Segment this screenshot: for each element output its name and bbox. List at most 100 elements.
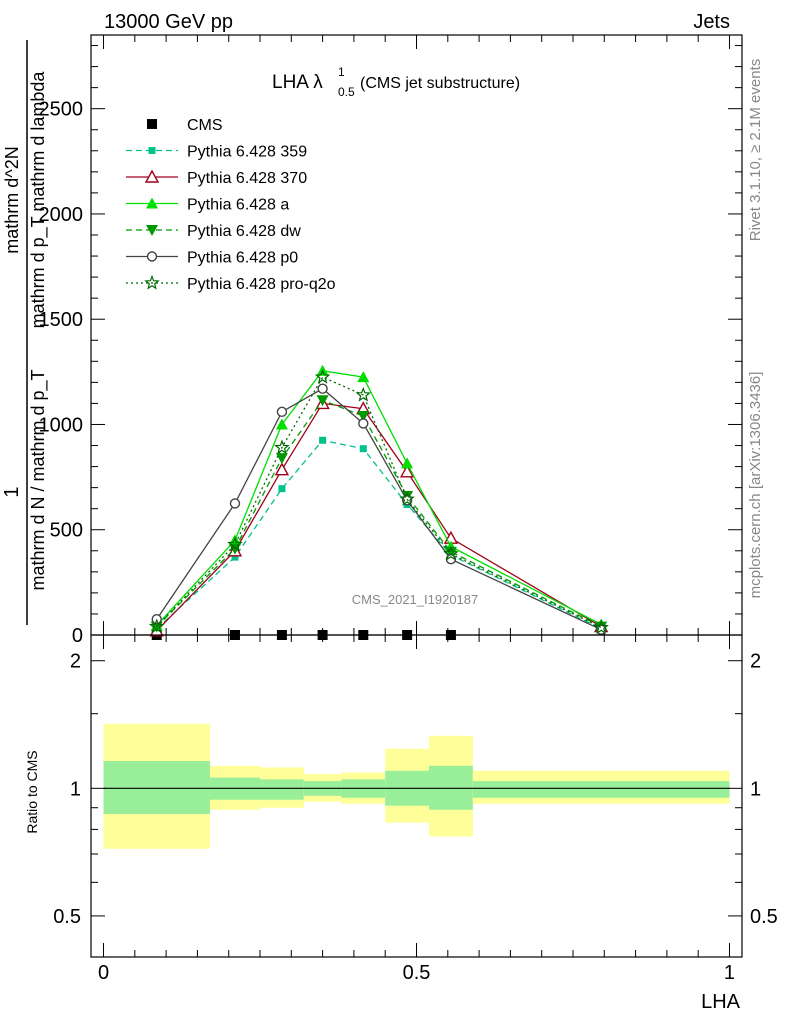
ylabel-frac-numerator: mathrm d^2N (2, 146, 22, 253)
point-p370-5-shape (399, 464, 415, 478)
point-pp0-5 (401, 495, 413, 506)
ratio-ytick-label-left-1: 1 (70, 778, 81, 800)
point-pdw-2-shape (275, 453, 288, 465)
legend: CMS Pythia 6.428 359 Pythia 6.428 370 Pythi… (126, 117, 336, 293)
ratio-band-inner-7 (472, 781, 730, 798)
point-pq2o-6 (443, 545, 459, 561)
point-p359-3-shape (319, 436, 327, 444)
analysis-watermark: CMS_2021_I1920187 (352, 592, 479, 607)
ylabel-prefactor: 1 (1, 486, 23, 497)
main-ytick-label-5: 2500 (39, 99, 84, 121)
series-line-pq2o (156, 376, 602, 629)
point-pq2o-1-shape (227, 536, 243, 552)
point-p359-3 (319, 436, 327, 444)
series-pp0 (151, 383, 607, 635)
title-description: (CMS jet substructure) (360, 75, 520, 92)
legend-label-cms: CMS (187, 117, 223, 134)
series-line-pdw (156, 399, 602, 628)
legend-marker-pp0-shape (146, 251, 158, 262)
legend-entry-pa: Pythia 6.428 a (126, 197, 289, 214)
point-pa-5-shape (401, 457, 414, 469)
ratio-ytick-label-right-2: 2 (750, 651, 761, 673)
series-line-pa (156, 370, 602, 626)
ratio-band-inner-0 (103, 761, 210, 814)
point-pp0-2-shape (276, 406, 288, 418)
point-p370-2 (274, 462, 290, 476)
point-pdw-6-shape (444, 546, 457, 558)
legend-label-p370: Pythia 6.428 370 (187, 170, 307, 187)
title-subscript: 0.5 (338, 85, 355, 99)
point-pa-4 (357, 371, 370, 383)
series-line-pp0 (156, 387, 602, 631)
point-pq2o-1 (227, 536, 243, 552)
point-pp0-4 (358, 418, 369, 429)
point-pp0-5-shape (401, 495, 413, 506)
header-process-label: Jets (693, 11, 730, 33)
point-pp0-4-shape (358, 418, 369, 429)
point-pq2o-3 (314, 368, 331, 384)
point-pp0-6 (445, 554, 457, 565)
point-pdw-3 (316, 395, 329, 407)
plot-title: LHA λ 1 0.5 (CMS jet substructure) (272, 65, 520, 99)
legend-label-pp0: Pythia 6.428 p0 (187, 250, 298, 267)
point-pa-4-shape (357, 371, 370, 383)
point-pp0-2 (276, 406, 288, 418)
legend-marker-pq2o-shape (144, 274, 160, 290)
point-pa-5 (401, 457, 414, 469)
point-pdw-2 (275, 453, 288, 465)
ratio-y-axis-label: Ratio to CMS (24, 750, 40, 833)
point-p359-1-shape (231, 553, 239, 561)
series-pa (150, 364, 608, 631)
legend-label-pa: Pythia 6.428 a (187, 197, 289, 214)
point-pdw-3-shape (316, 395, 329, 407)
legend-marker-p370-shape (144, 169, 160, 183)
ylabel-frac-denominator: mathrm d p_T mathrm d lambda (28, 71, 49, 329)
ratio-ytick-label-right-0: 0.5 (750, 906, 778, 928)
main-y-axis-label: 1 mathrm d N / mathrm d p_T mathrm d^2N … (1, 40, 49, 625)
ratio-xtick-label-0: 0 (98, 962, 109, 984)
legend-marker-p370 (144, 169, 160, 183)
point-p359-4 (359, 445, 367, 453)
point-pp0-1-shape (229, 498, 241, 509)
main-ytick-label-4: 2000 (39, 204, 84, 226)
ratio-band-inner-2 (260, 779, 304, 800)
rivet-version-label: Rivet 3.1.10, ≥ 2.1M events (747, 59, 764, 242)
point-pa-2-shape (275, 418, 288, 430)
ratio-ytick-label-left-0: 0.5 (53, 906, 81, 928)
point-pdw-4-shape (357, 411, 370, 423)
point-pdw-6 (444, 546, 457, 558)
legend-entry-pp0: Pythia 6.428 p0 (126, 250, 298, 267)
ratio-ytick-label-right-1: 1 (750, 778, 761, 800)
legend-marker-pa (146, 197, 158, 209)
main-panel: 0 500 1000 1500 2000 2500 (39, 34, 743, 647)
x-axis-label: LHA (701, 991, 741, 1013)
mcplots-site-label: mcplots.cern.ch [arXiv:1306.3436] (747, 372, 764, 599)
legend-marker-p359 (148, 147, 156, 154)
point-pq2o-2-shape (274, 439, 290, 455)
point-pq2o-7 (593, 619, 609, 635)
point-p359-2 (278, 485, 286, 493)
point-p359-2-shape (278, 485, 286, 493)
point-p370-2-shape (274, 462, 290, 476)
legend-label-p359: Pythia 6.428 359 (187, 144, 307, 161)
point-pq2o-4 (355, 386, 372, 402)
legend-entry-p359: Pythia 6.428 359 (126, 144, 307, 161)
legend-label-pdw: Pythia 6.428 dw (187, 223, 301, 240)
main-ytick-label-3: 1500 (39, 309, 84, 331)
ylabel-prefactor-denominator: mathrm d N / mathrm d p_T (28, 369, 49, 590)
legend-marker-pa-shape (146, 197, 158, 209)
point-pp0-6-shape (445, 554, 457, 565)
title-main: LHA λ (272, 72, 323, 93)
legend-label-pq2o: Pythia 6.428 pro-q2o (187, 276, 336, 293)
ratio-panel: 0.5 0.5 1 1 2 2 0 0.5 1 (53, 634, 778, 984)
point-pq2o-7-shape (593, 619, 609, 635)
main-ytick-label-2: 1000 (39, 414, 84, 436)
point-p359-4-shape (359, 445, 367, 453)
point-pq2o-3-shape (314, 368, 331, 384)
series-pq2o (148, 368, 609, 635)
point-pq2o-2 (274, 439, 290, 455)
point-pdw-4 (357, 411, 370, 423)
legend-entry-pq2o: Pythia 6.428 pro-q2o (126, 274, 336, 293)
point-p370-5 (399, 464, 415, 478)
legend-marker-pdw-shape (146, 225, 158, 236)
